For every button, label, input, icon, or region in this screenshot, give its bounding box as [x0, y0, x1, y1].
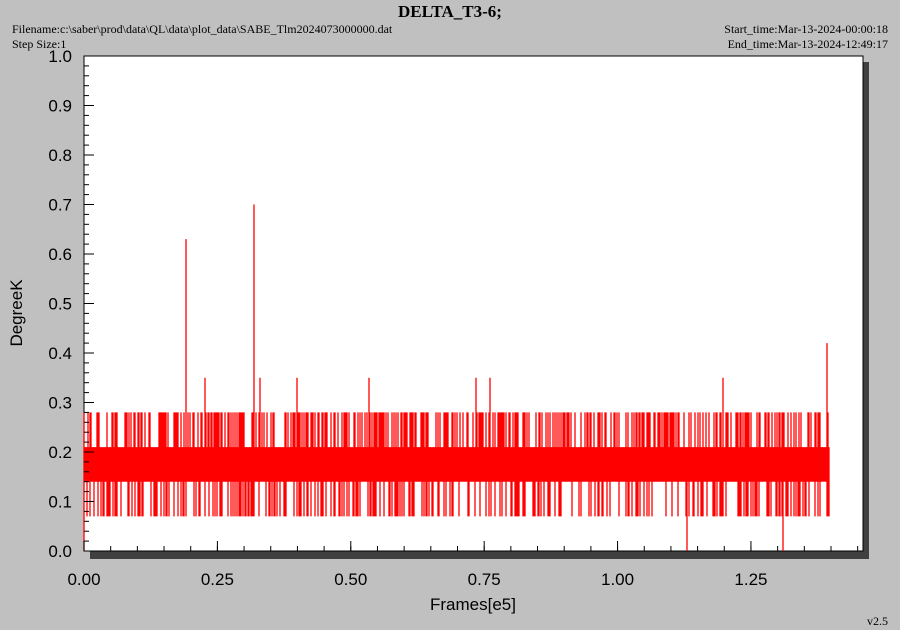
y-tick-label: 0.6 [48, 245, 72, 264]
x-tick-label: 1.00 [601, 570, 634, 589]
filename-label: Filename:c:\saber\prod\data\QL\data\plot… [12, 22, 393, 36]
end-time-label: End_time:Mar-13-2024-12:49:17 [727, 37, 888, 51]
y-axis-label: DegreeK [7, 279, 26, 347]
y-tick-label: 0.1 [48, 493, 72, 512]
y-tick-label: 0.2 [48, 443, 72, 462]
x-axis-label: Frames[e5] [430, 595, 516, 614]
chart-title: DELTA_T3-6; [398, 2, 502, 21]
y-tick-label: 0.4 [48, 344, 72, 363]
y-tick-label: 0.3 [48, 394, 72, 413]
start-time-label: Start_time:Mar-13-2024-00:00:18 [724, 22, 888, 36]
x-tick-label: 0.25 [201, 570, 234, 589]
axes-layer: 0.0 0.1 0.2 0.3 0.4 0.5 0.6 0.7 0.8 0.9 1.0 0.00 0.2… [48, 47, 859, 589]
y-tick-label: 0.5 [48, 295, 72, 314]
step-size-label: Step Size:1 [12, 37, 67, 51]
y-tick-label: 0.7 [48, 196, 72, 215]
x-tick-label: 0.00 [67, 570, 100, 589]
x-tick-label: 0.75 [468, 570, 501, 589]
version-label: v2.5 [867, 614, 888, 628]
x-tick-label: 1.25 [734, 570, 767, 589]
y-tick-label: 0.9 [48, 97, 72, 116]
x-tick-label: 0.50 [334, 570, 367, 589]
y-tick-label: 1.0 [48, 47, 72, 66]
y-tick-label: 0.8 [48, 146, 72, 165]
y-tick-label: 0.0 [48, 542, 72, 561]
